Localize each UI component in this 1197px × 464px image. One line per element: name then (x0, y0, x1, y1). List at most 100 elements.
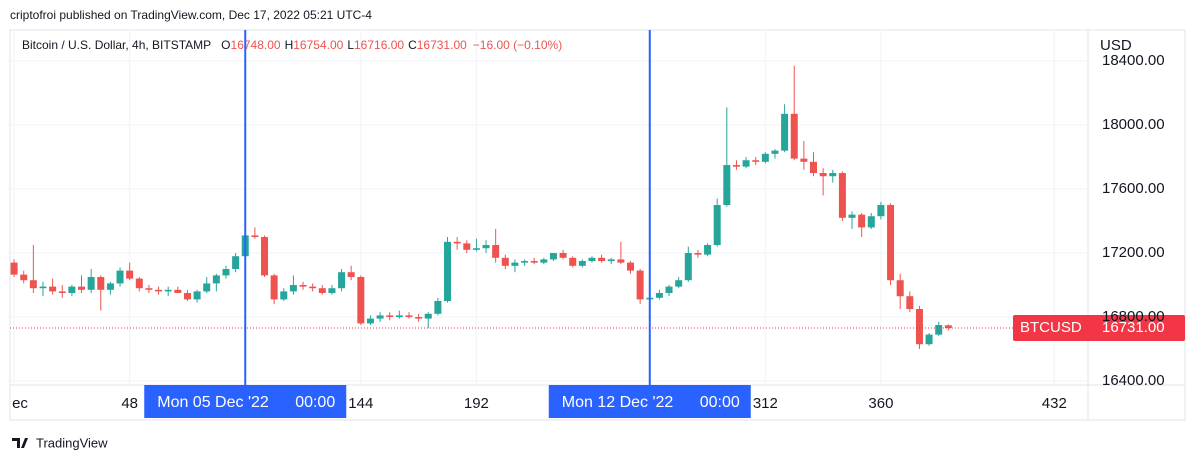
candle-body (97, 277, 105, 290)
candle-body (944, 325, 952, 329)
last-price-label: 16731.00 (1102, 319, 1165, 336)
candle-body (704, 245, 712, 255)
candle-body (501, 257, 509, 266)
candle-body (915, 309, 923, 345)
candles (10, 65, 952, 350)
candle-body (347, 272, 355, 278)
published-note: criptofroi published on TradingView.com,… (10, 8, 372, 22)
crosshair-time: 00:00 (295, 394, 335, 411)
candle-body (896, 280, 904, 297)
candle-body (578, 261, 586, 266)
candle-body (925, 334, 933, 345)
last-price-name: BTCUSD (1020, 319, 1082, 336)
candle-body (58, 291, 66, 294)
candle-body (732, 165, 740, 167)
candle-body (29, 280, 37, 289)
candle-body (607, 259, 615, 262)
candle-body (155, 289, 163, 292)
candle-body (87, 277, 95, 290)
candle-body (49, 286, 57, 292)
candle-body (251, 235, 259, 238)
candle-body (424, 313, 432, 319)
candle-body (598, 257, 606, 262)
candle-body (530, 261, 538, 263)
legend-value: 16716.00 (354, 38, 404, 52)
candle-body (126, 270, 134, 279)
candle-body (318, 288, 326, 294)
candle-body (848, 214, 856, 218)
candle-body (338, 272, 346, 289)
candle-body (261, 237, 269, 276)
candle-body (386, 315, 394, 318)
candle-body (39, 286, 47, 289)
candle-body (617, 259, 625, 263)
candle-body (559, 253, 567, 258)
candle-body (164, 289, 172, 292)
crosshair-label-box (548, 385, 751, 418)
candle-body (68, 286, 76, 294)
candle-body (540, 259, 548, 263)
candle-body (771, 150, 779, 154)
candle-body (858, 214, 866, 228)
legend-change: −16.00 (−0.10%) (473, 38, 562, 52)
candle-body (482, 245, 490, 249)
candle-body (116, 270, 124, 284)
candle-body (78, 286, 86, 290)
legend-key: L (347, 38, 354, 52)
y-tick-label: 16800.00 (1102, 308, 1165, 325)
candle-body (723, 165, 731, 206)
candle-body (810, 161, 818, 174)
candle-body (665, 286, 673, 294)
candle-body (627, 262, 635, 271)
candle-body (106, 283, 114, 290)
candle-body (887, 205, 895, 281)
y-tick-label: 17600.00 (1102, 180, 1165, 197)
candle-body (444, 241, 452, 302)
candle-body (193, 291, 201, 300)
x-tick-label: 432 (1042, 395, 1067, 412)
candle-body (222, 269, 230, 276)
y-tick-label: 18000.00 (1102, 116, 1165, 133)
x-tick-label: ec (12, 395, 28, 412)
crosshair-label-box (144, 385, 347, 418)
candle-body (299, 285, 307, 287)
crosshair-time: 00:00 (700, 394, 740, 411)
candle-body (395, 315, 403, 318)
candle-body (549, 253, 557, 260)
candle-body (492, 245, 500, 258)
candle-body (203, 283, 211, 292)
frame (9, 29, 1186, 421)
candle-body (357, 277, 365, 324)
candle-body (212, 275, 220, 284)
candle-body (935, 325, 943, 335)
legend-value: 16731.00 (417, 38, 467, 52)
candle-body (376, 315, 384, 319)
footer-brand: TradingView (36, 435, 108, 450)
candle-body (790, 113, 798, 159)
candle-body (328, 288, 336, 294)
legend-key: H (285, 38, 294, 52)
candle-body (752, 160, 760, 162)
candle-body (819, 173, 827, 177)
candle-body (713, 205, 721, 246)
legend-value: 16748.00 (231, 38, 281, 52)
legend-key: O (221, 38, 230, 52)
candle-body (588, 257, 596, 262)
candle-body (684, 253, 692, 281)
legend-title: Bitcoin / U.S. Dollar, 4h, BITSTAMP (22, 38, 211, 52)
candle-body (270, 275, 278, 300)
candle-body (463, 243, 471, 250)
candle-body (694, 253, 702, 255)
candle-body (405, 315, 413, 318)
candle-body (183, 293, 191, 300)
candle-body (636, 270, 644, 300)
axis-unit: USD (1100, 37, 1132, 54)
candle-body (289, 285, 297, 292)
candle-body (867, 216, 875, 228)
legend-value: 16754.00 (293, 38, 343, 52)
candle-body (655, 293, 663, 298)
candle-body (174, 289, 182, 294)
candle-body (761, 153, 769, 162)
legend-key: C (408, 38, 417, 52)
